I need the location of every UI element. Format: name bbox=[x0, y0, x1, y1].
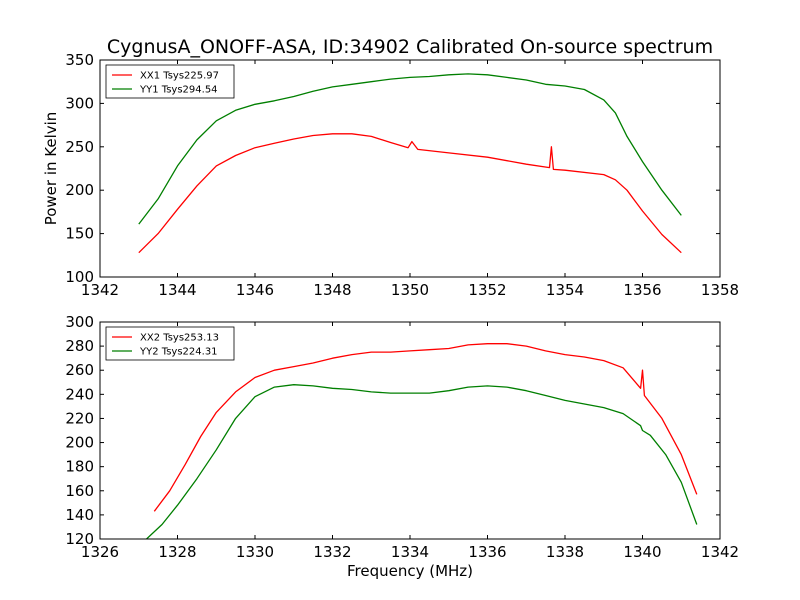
y-tick-label: 100 bbox=[65, 268, 94, 286]
x-tick-label: 1336 bbox=[468, 543, 506, 561]
legend-entry: XX2 Tsys253.13 bbox=[140, 333, 219, 344]
x-tick-label: 1354 bbox=[546, 281, 584, 299]
y-tick-label: 250 bbox=[65, 138, 94, 156]
x-tick-label: 1358 bbox=[701, 281, 739, 299]
x-tick-label: 1334 bbox=[391, 543, 429, 561]
x-tick-label: 1328 bbox=[158, 543, 196, 561]
y-tick-label: 150 bbox=[65, 225, 94, 243]
series-line-yy1 bbox=[138, 73, 682, 225]
x-tick-label: 1356 bbox=[623, 281, 661, 299]
y-tick-label: 180 bbox=[65, 458, 94, 476]
bottom-panel: 1326 1328 1330 1332 1334 1336 1338 1340 1342 120 1… bbox=[65, 313, 739, 580]
x-axis-label: Frequency (MHz) bbox=[347, 562, 473, 580]
x-tick-label: 1342 bbox=[701, 543, 739, 561]
y-tick-label: 160 bbox=[65, 482, 94, 500]
series-line-xx2 bbox=[153, 343, 698, 512]
legend-box bbox=[105, 326, 235, 361]
x-tick-label: 1330 bbox=[236, 543, 274, 561]
y-tick-label: 240 bbox=[65, 385, 94, 403]
y-tick-label: 220 bbox=[65, 409, 94, 427]
y-tick-label: 300 bbox=[65, 94, 94, 112]
x-tick-label: 1344 bbox=[158, 281, 196, 299]
top-panel: 1342 1344 1346 1348 1350 1352 1354 1356 1358 100 1… bbox=[42, 51, 739, 299]
x-tick-label: 1346 bbox=[236, 281, 274, 299]
legend-entry: YY2 Tsys224.31 bbox=[139, 347, 218, 358]
series-line-xx1 bbox=[138, 133, 682, 254]
series-line-yy2 bbox=[146, 384, 698, 539]
x-tick-label: 1326 bbox=[81, 543, 119, 561]
x-tick-label: 1352 bbox=[468, 281, 506, 299]
legend-entry: YY1 Tsys294.54 bbox=[139, 85, 218, 96]
x-tick-label: 1342 bbox=[81, 281, 119, 299]
x-tick-label: 1340 bbox=[623, 543, 661, 561]
y-tick-label: 280 bbox=[65, 337, 94, 355]
y-tick-label: 300 bbox=[65, 313, 94, 331]
y-axis-label: Power in Kelvin bbox=[42, 112, 60, 226]
y-tick-label: 120 bbox=[65, 530, 94, 548]
x-tick-label: 1338 bbox=[546, 543, 584, 561]
x-tick-label: 1348 bbox=[313, 281, 351, 299]
legend-entry: XX1 Tsys225.97 bbox=[140, 71, 219, 82]
chart-title: CygnusA_ONOFF-ASA, ID:34902 Calibrated O… bbox=[107, 36, 713, 58]
x-tick-label: 1332 bbox=[313, 543, 351, 561]
x-tick-label: 1350 bbox=[391, 281, 429, 299]
legend-box bbox=[105, 64, 235, 99]
y-tick-label: 200 bbox=[65, 181, 94, 199]
y-tick-label: 200 bbox=[65, 434, 94, 452]
y-tick-label: 260 bbox=[65, 361, 94, 379]
y-tick-label: 350 bbox=[65, 51, 94, 69]
y-tick-label: 140 bbox=[65, 506, 94, 524]
